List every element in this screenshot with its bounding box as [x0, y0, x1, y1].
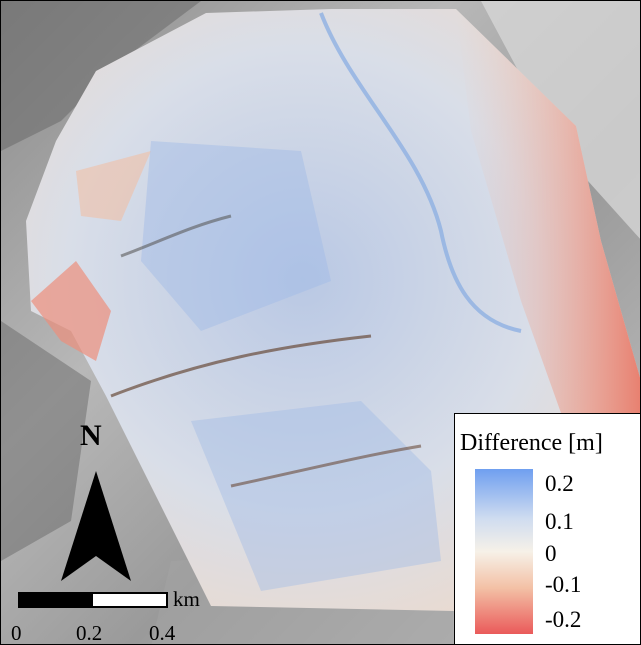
scale-tick-0: 0 [11, 621, 22, 645]
legend-title: Difference [m] [460, 430, 603, 456]
scale-tick-2: 0.4 [149, 621, 176, 645]
scale-unit: km [173, 587, 200, 611]
hillshade-valley [1, 321, 91, 561]
channel-line [319, 12, 522, 333]
scarp-line [110, 334, 372, 398]
legend-label-mid-high: 0.1 [545, 509, 574, 534]
north-arrow-icon [61, 471, 131, 581]
legend-label-mid-low: -0.1 [545, 572, 582, 597]
legend: Difference [m] 0.2 0.1 0 -0.1 -0.2 [454, 413, 640, 644]
scale-bar [18, 592, 168, 608]
legend-label-high: 0.2 [545, 471, 574, 496]
difference-overlay-patch [76, 151, 151, 221]
scale-tick-1: 0.2 [76, 621, 103, 645]
north-label: N [80, 419, 102, 452]
legend-color-ramp [475, 469, 533, 634]
scarp-line [120, 214, 232, 258]
difference-overlay-east-loss [456, 9, 640, 413]
legend-label-low: -0.2 [545, 607, 582, 632]
legend-label-zero: 0 [545, 541, 557, 566]
scarp-line [230, 444, 422, 488]
difference-overlay-gain [141, 141, 331, 331]
difference-overlay-west-loss [31, 261, 111, 361]
difference-overlay-gain-south [191, 401, 441, 591]
